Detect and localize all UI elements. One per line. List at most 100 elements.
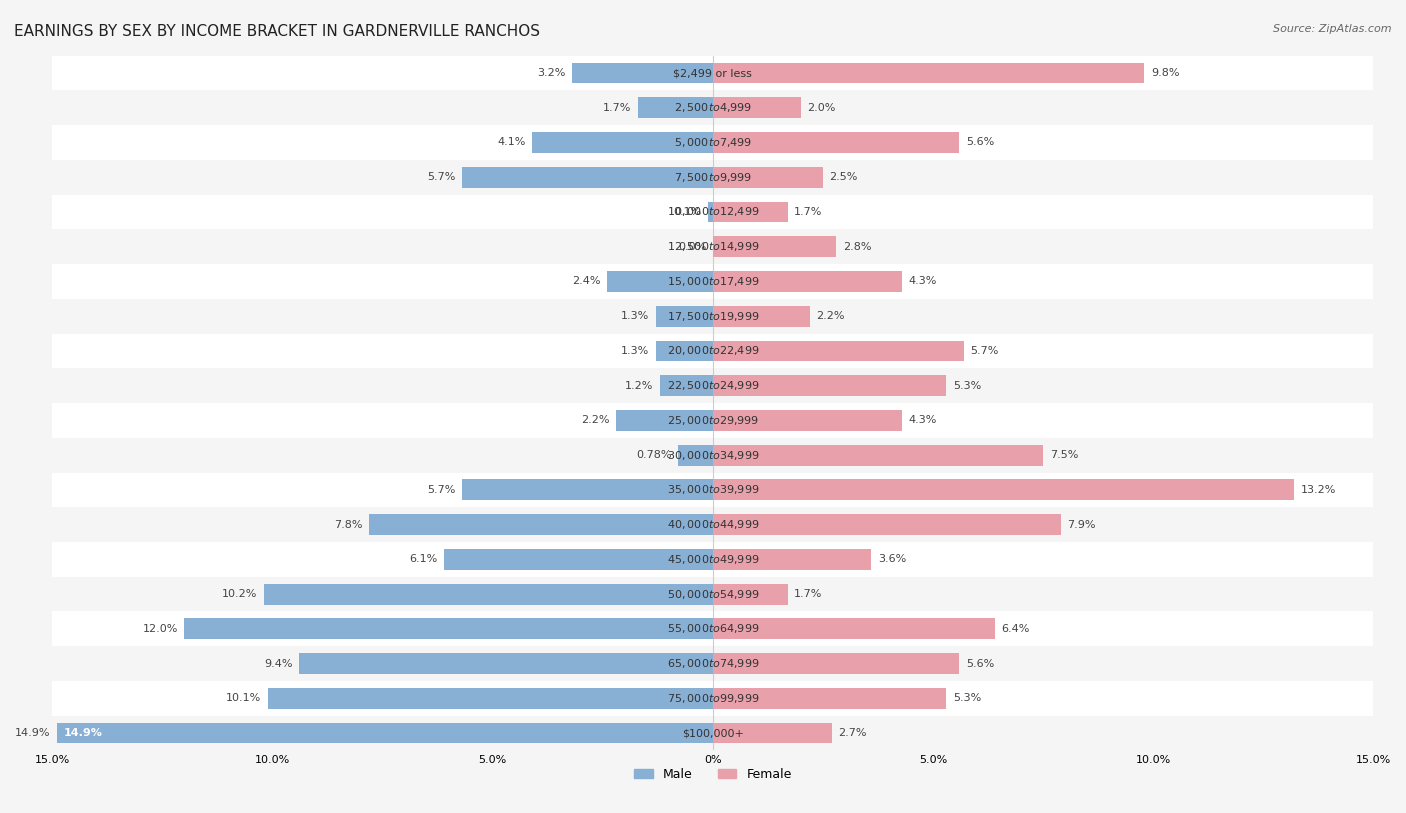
Bar (533, 132, 713, 153)
Bar (52, 299, 1374, 333)
Bar (52, 125, 1374, 160)
Text: 3.2%: 3.2% (537, 68, 565, 78)
Text: 5.7%: 5.7% (970, 346, 998, 356)
Bar (713, 619, 994, 639)
Bar (679, 445, 713, 466)
Text: $45,000 to $49,999: $45,000 to $49,999 (666, 553, 759, 566)
Bar (52, 611, 1374, 646)
Bar (52, 507, 1374, 542)
Bar (52, 715, 1374, 750)
Bar (52, 472, 1374, 507)
Bar (713, 237, 837, 257)
Text: 9.4%: 9.4% (264, 659, 292, 668)
Text: 2.7%: 2.7% (838, 728, 868, 738)
Text: $25,000 to $29,999: $25,000 to $29,999 (666, 414, 759, 427)
Text: $15,000 to $17,499: $15,000 to $17,499 (666, 275, 759, 288)
Text: 4.3%: 4.3% (908, 415, 938, 425)
Text: $7,500 to $9,999: $7,500 to $9,999 (673, 171, 752, 184)
Bar (461, 167, 713, 188)
Bar (52, 90, 1374, 125)
Bar (56, 723, 713, 743)
Bar (52, 264, 1374, 299)
Bar (713, 63, 1144, 84)
Text: $17,500 to $19,999: $17,500 to $19,999 (666, 310, 759, 323)
Text: 0.0%: 0.0% (678, 241, 706, 252)
Legend: Male, Female: Male, Female (628, 763, 797, 786)
Text: 2.4%: 2.4% (572, 276, 600, 286)
Bar (52, 576, 1374, 611)
Bar (616, 410, 713, 431)
Bar (713, 98, 801, 118)
Bar (52, 194, 1374, 229)
Text: $12,500 to $14,999: $12,500 to $14,999 (666, 240, 759, 253)
Text: 7.8%: 7.8% (335, 520, 363, 529)
Bar (52, 55, 1374, 90)
Text: 1.2%: 1.2% (626, 380, 654, 391)
Text: $20,000 to $22,499: $20,000 to $22,499 (666, 345, 759, 358)
Bar (52, 333, 1374, 368)
Bar (52, 681, 1374, 715)
Bar (655, 306, 713, 327)
Text: 5.3%: 5.3% (953, 380, 981, 391)
Bar (299, 653, 713, 674)
Text: $22,500 to $24,999: $22,500 to $24,999 (666, 379, 759, 392)
Text: 10.2%: 10.2% (222, 589, 257, 599)
Bar (713, 514, 1060, 535)
Text: 1.3%: 1.3% (620, 311, 650, 321)
Text: $30,000 to $34,999: $30,000 to $34,999 (666, 449, 759, 462)
Bar (444, 549, 713, 570)
Bar (461, 480, 713, 500)
Bar (713, 341, 965, 361)
Bar (370, 514, 713, 535)
Bar (607, 271, 713, 292)
Text: $55,000 to $64,999: $55,000 to $64,999 (666, 622, 759, 635)
Text: $5,000 to $7,499: $5,000 to $7,499 (673, 136, 752, 149)
Bar (659, 376, 713, 396)
Text: 2.5%: 2.5% (830, 172, 858, 182)
Text: 5.6%: 5.6% (966, 137, 994, 147)
Text: 0.78%: 0.78% (637, 450, 672, 460)
Text: $40,000 to $44,999: $40,000 to $44,999 (666, 518, 759, 531)
Text: $2,500 to $4,999: $2,500 to $4,999 (673, 102, 752, 115)
Bar (713, 723, 832, 743)
Bar (713, 410, 903, 431)
Text: 1.7%: 1.7% (794, 589, 823, 599)
Bar (713, 271, 903, 292)
Text: 10.1%: 10.1% (226, 693, 262, 703)
Text: 7.5%: 7.5% (1050, 450, 1078, 460)
Bar (713, 132, 959, 153)
Text: 4.3%: 4.3% (908, 276, 938, 286)
Bar (269, 688, 713, 709)
Text: 13.2%: 13.2% (1301, 485, 1336, 495)
Text: 2.0%: 2.0% (807, 102, 837, 113)
Bar (713, 584, 787, 605)
Bar (713, 549, 872, 570)
Bar (52, 646, 1374, 681)
Text: Source: ZipAtlas.com: Source: ZipAtlas.com (1274, 24, 1392, 34)
Bar (52, 368, 1374, 403)
Text: 14.9%: 14.9% (63, 728, 103, 738)
Bar (713, 376, 946, 396)
Bar (713, 445, 1043, 466)
Text: 5.7%: 5.7% (427, 172, 456, 182)
Text: 2.2%: 2.2% (581, 415, 609, 425)
Text: 6.1%: 6.1% (409, 554, 437, 564)
Text: 1.7%: 1.7% (794, 207, 823, 217)
Bar (713, 202, 787, 223)
Text: $50,000 to $54,999: $50,000 to $54,999 (666, 588, 759, 601)
Bar (713, 653, 959, 674)
Bar (184, 619, 713, 639)
Bar (572, 63, 713, 84)
Bar (52, 160, 1374, 194)
Bar (713, 480, 1294, 500)
Text: 6.4%: 6.4% (1001, 624, 1029, 634)
Text: 5.6%: 5.6% (966, 659, 994, 668)
Text: 5.7%: 5.7% (427, 485, 456, 495)
Bar (52, 542, 1374, 576)
Text: 12.0%: 12.0% (142, 624, 177, 634)
Bar (52, 229, 1374, 264)
Text: 7.9%: 7.9% (1067, 520, 1095, 529)
Text: 4.1%: 4.1% (498, 137, 526, 147)
Text: $35,000 to $39,999: $35,000 to $39,999 (666, 484, 759, 497)
Text: $10,000 to $12,499: $10,000 to $12,499 (666, 206, 759, 219)
